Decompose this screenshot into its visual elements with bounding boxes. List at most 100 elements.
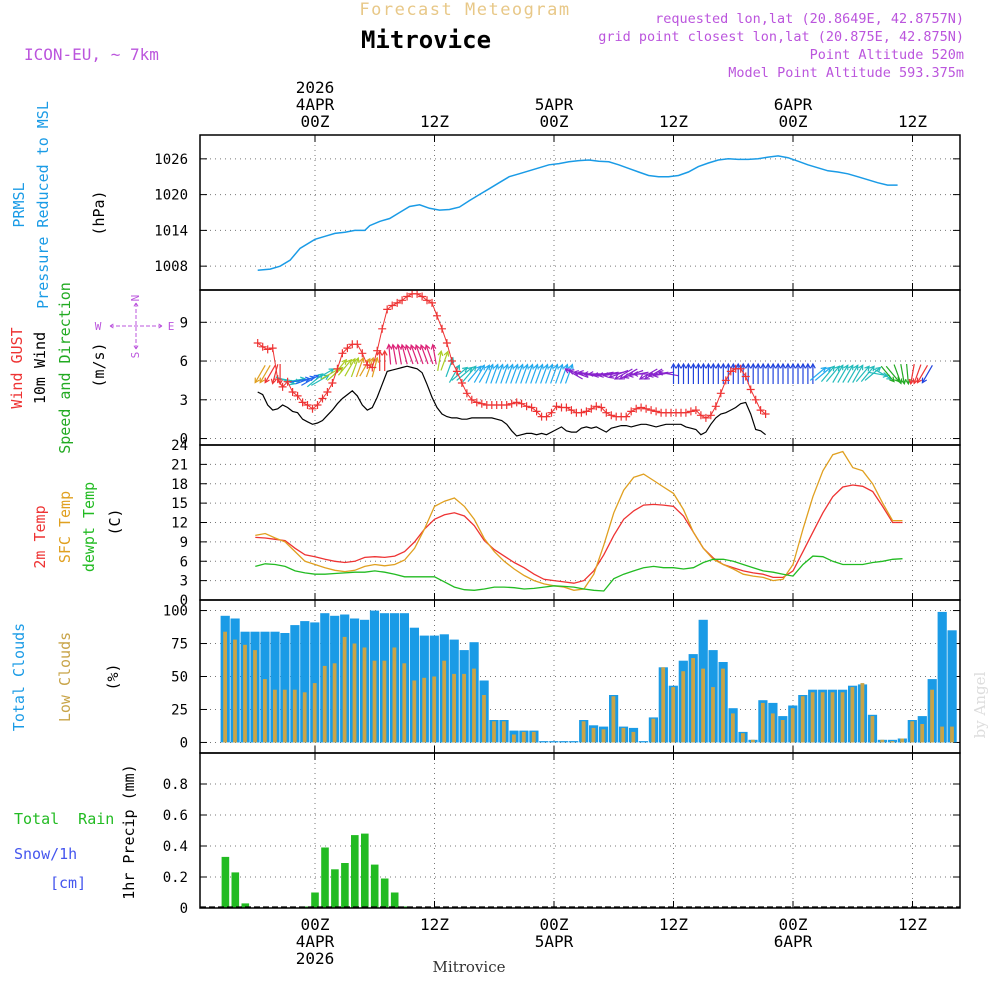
gust-marker: [438, 324, 446, 333]
low-cloud-bar: [521, 731, 526, 743]
wind-arrow-head: [443, 350, 450, 357]
gust-marker: [413, 289, 422, 298]
rain-bar: [351, 835, 359, 908]
wind-arrow-head: [730, 362, 737, 369]
gust-marker: [686, 407, 695, 416]
low-cloud-bar: [233, 639, 237, 743]
wind-arrow: [525, 364, 534, 384]
gust-marker: [706, 411, 715, 420]
low-cloud-bar: [721, 668, 725, 743]
wind-arrow: [259, 364, 271, 383]
wind-arrow: [355, 357, 364, 378]
gust-marker: [313, 401, 322, 409]
wind-arrow: [359, 358, 371, 377]
low-cloud-bar: [332, 663, 337, 743]
wind-arrow: [639, 368, 658, 380]
low-cloud-bar: [691, 658, 695, 743]
top-time-label: 6APR: [774, 95, 813, 114]
panel-precip: 0 0.2 0.4 0.6 0.8 Total Rain Snow/1h [cm] 1hr Pr…: [14, 752, 961, 917]
gust-marker: [582, 407, 591, 416]
low-cloud-bar: [910, 721, 915, 743]
low-cloud-bar: [830, 692, 835, 743]
wind-arrow: [397, 344, 402, 365]
wind-labels: Wind GUST 10m Wind Speed and Direction (m/s…: [8, 282, 108, 454]
gust-marker: [502, 401, 511, 409]
wind-arrow-head: [695, 362, 702, 369]
ytick-label: 0: [180, 432, 188, 448]
precip-labels: Total Rain Snow/1h [cm] 1hr Precip (mm): [14, 764, 138, 899]
low-cloud-bar: [940, 726, 944, 743]
gust-marker: [433, 311, 441, 320]
gust-marker: [527, 403, 536, 412]
wind-arrow: [392, 344, 397, 365]
snow-label: Snow/1h: [14, 845, 77, 863]
wind-arrow-head: [632, 371, 639, 377]
gust-marker: [388, 301, 397, 310]
gust-marker: [647, 406, 656, 415]
low-cloud-bar: [810, 692, 815, 743]
wind-arrow: [350, 357, 359, 378]
gust-marker: [716, 389, 725, 398]
wind-arrow-head: [647, 372, 654, 378]
gust-marker: [736, 364, 745, 373]
bottom-time-label: 00Z: [540, 915, 569, 934]
gust-marker: [577, 408, 586, 417]
snow-unit-label: [cm]: [50, 874, 86, 892]
wind-arrow: [873, 368, 892, 380]
ytick-label: 0.2: [163, 870, 188, 886]
gust-marker: [398, 296, 407, 305]
gust-marker: [258, 342, 267, 351]
ytick-label: 1026: [154, 152, 188, 168]
wind-arrow: [593, 371, 614, 377]
top-time-label: 12Z: [659, 112, 688, 131]
gust-marker: [363, 360, 372, 369]
bottom-time-label: 4APR: [296, 932, 335, 951]
gust-marker: [622, 412, 631, 421]
low-cloud-bar: [422, 677, 427, 743]
wind-arrow-head: [488, 363, 494, 370]
top-time-label: 00Z: [779, 112, 808, 131]
wind-arrow: [916, 364, 929, 383]
wind-arrow-head: [643, 374, 650, 380]
rain-bar: [341, 863, 349, 908]
wind-arrow-head: [462, 366, 469, 373]
low-cloud-bar: [352, 643, 357, 743]
wind-arrow-head: [715, 362, 722, 369]
wind-arrow-head: [720, 362, 727, 369]
total-cloud-bar: [270, 631, 280, 743]
total-cloud-bar: [947, 630, 957, 743]
wind-arrow-head: [775, 362, 782, 369]
gust-marker: [552, 402, 561, 411]
low-cloud-bar: [382, 660, 387, 743]
wind-arrow-head: [652, 372, 659, 378]
wind-arrow: [401, 344, 408, 365]
wind-arrow-head: [259, 377, 265, 384]
wind-arrow: [569, 369, 589, 378]
low-cloud-label: Low Clouds: [56, 632, 74, 722]
wind-arrow-head: [875, 366, 882, 373]
panel-wind: 0 3 6 9 Wind GUST 10m Wind Speed and Direction…: [0, 0, 961, 454]
wind-arrow: [451, 367, 468, 381]
low-cloud-bar: [950, 726, 954, 743]
wind-arrow-head: [346, 358, 353, 365]
gust-marker: [751, 395, 760, 404]
wind-arrow-head: [638, 374, 645, 380]
total-cloud-label: Total Clouds: [10, 623, 28, 731]
wind-arrow-head: [608, 373, 615, 379]
gust-marker: [403, 292, 412, 301]
wind-arrow: [864, 367, 881, 381]
low-cloud-bar: [790, 708, 795, 743]
rain-bar: [390, 892, 399, 908]
wind-arrow: [295, 376, 315, 385]
gust-marker: [597, 403, 606, 412]
wind-arrow-head: [829, 365, 836, 372]
wind-arrow-head: [770, 362, 777, 369]
wind-arrow: [559, 364, 568, 384]
gust-marker: [393, 298, 402, 307]
pressure-label: Pressure Reduced to MSL: [34, 101, 52, 309]
wind-arrow: [520, 364, 529, 384]
wind-arrow-head: [513, 363, 519, 370]
wind-arrow-head: [503, 363, 509, 370]
compass-e: E: [168, 320, 175, 333]
